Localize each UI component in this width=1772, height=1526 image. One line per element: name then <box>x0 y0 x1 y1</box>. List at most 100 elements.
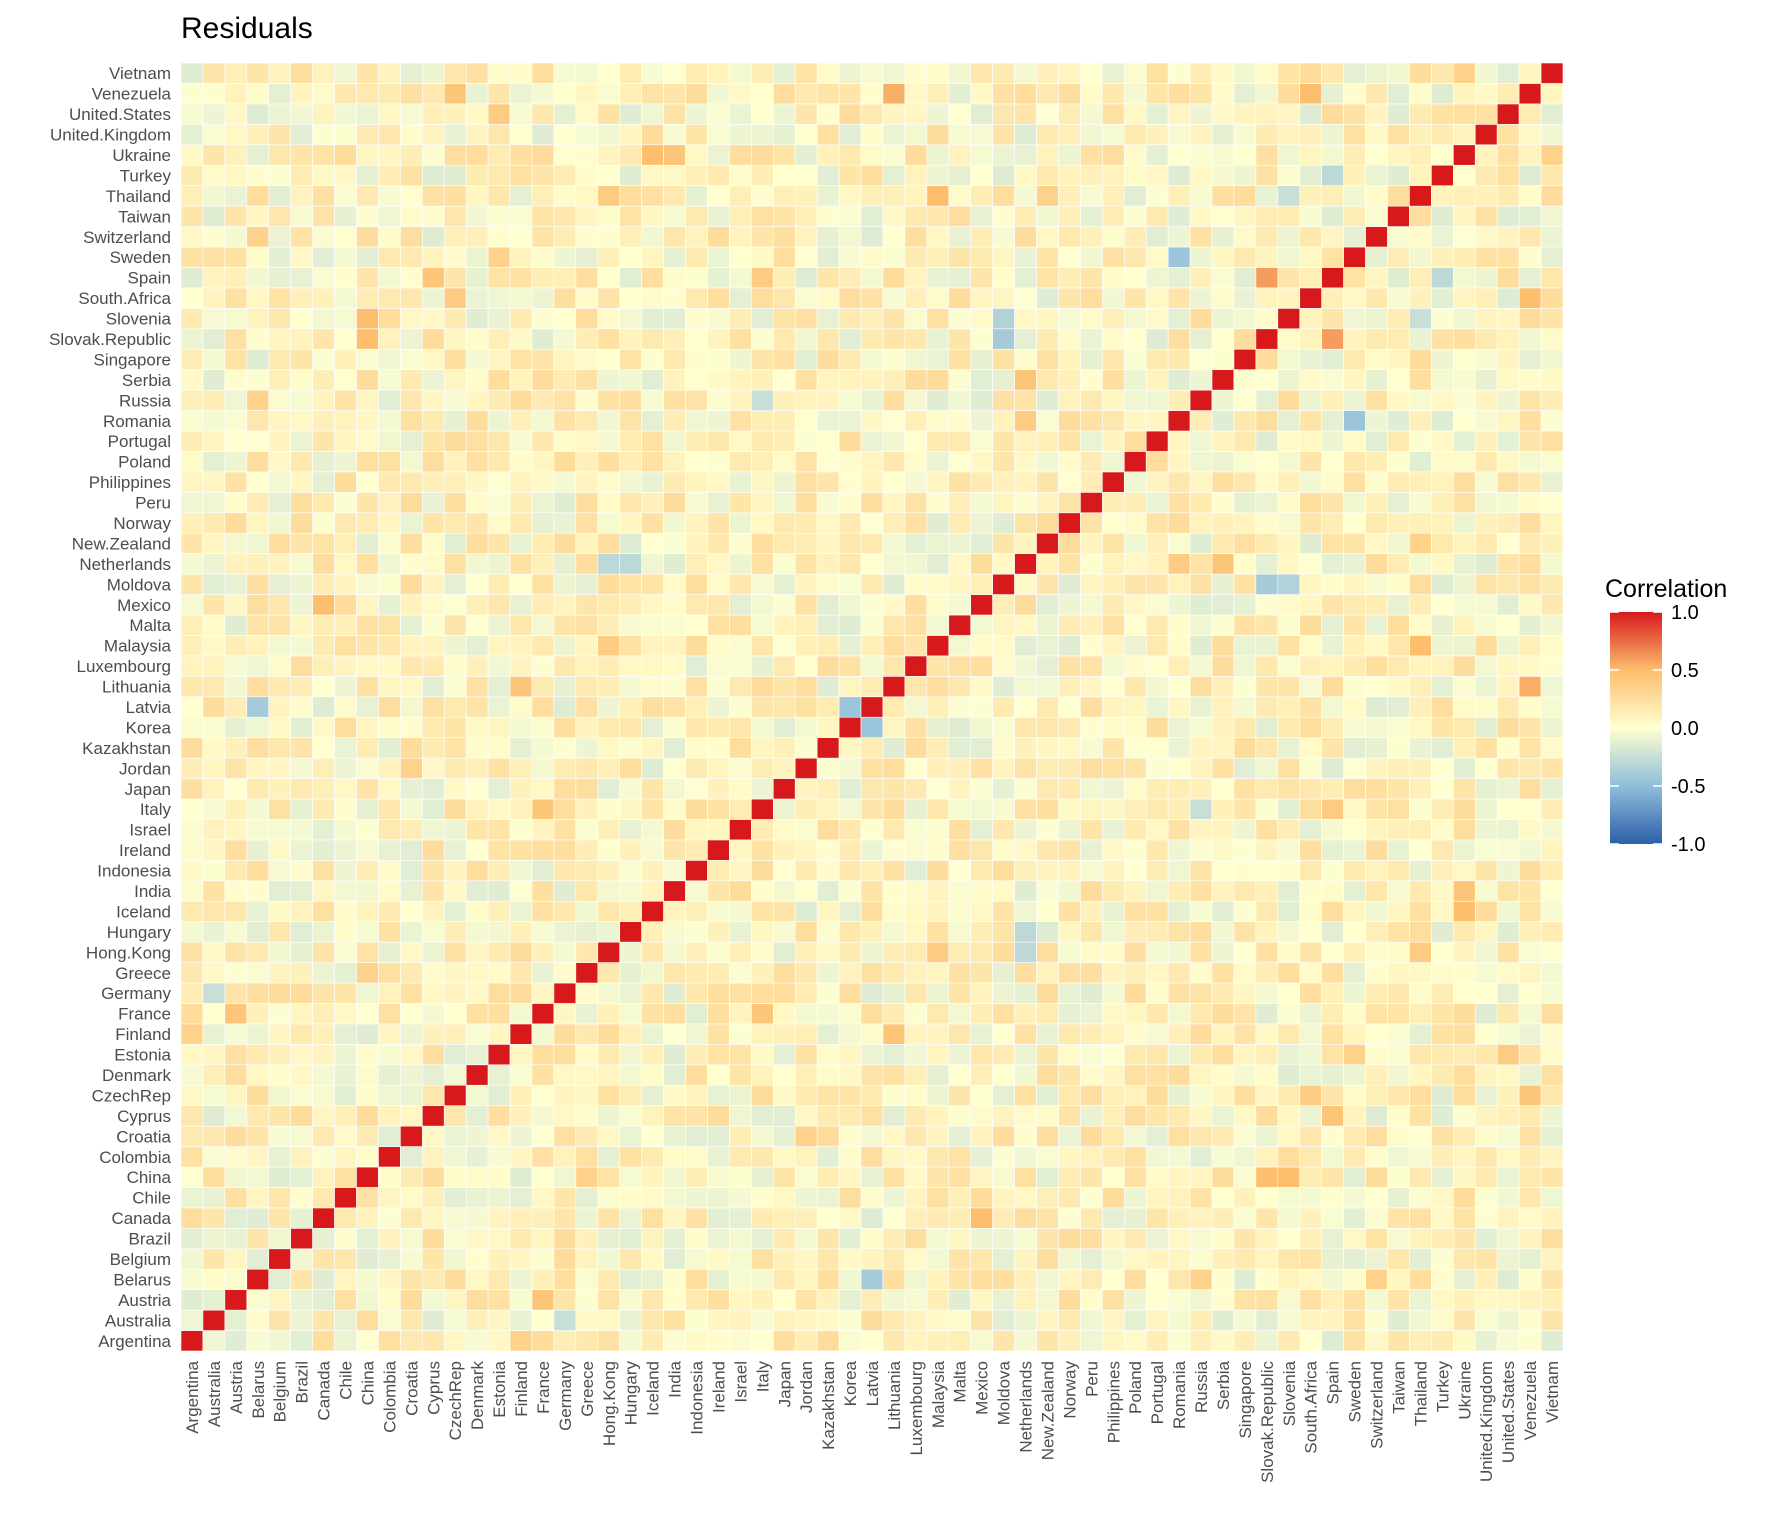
heatmap-cell <box>970 532 993 554</box>
heatmap-cell <box>1299 471 1322 493</box>
heatmap-cell <box>1036 287 1059 309</box>
heatmap-cell <box>487 1268 511 1290</box>
heatmap-cell <box>1496 778 1520 800</box>
heatmap-cell <box>180 860 204 882</box>
heatmap-cell <box>1299 348 1322 370</box>
heatmap-cell <box>685 757 708 779</box>
heatmap-cell <box>312 410 335 432</box>
heatmap-cell <box>1474 451 1498 473</box>
heatmap-cell <box>1518 1084 1542 1106</box>
heatmap-cell <box>729 1268 752 1290</box>
heatmap-cell <box>553 1064 577 1086</box>
heatmap-cell <box>1343 185 1366 207</box>
heatmap-cell <box>1211 267 1235 289</box>
heatmap-cell <box>1102 716 1125 738</box>
heatmap-cell <box>575 205 599 227</box>
heatmap-cell <box>838 410 862 432</box>
heatmap-cell <box>904 267 928 289</box>
y-tick-label: Netherlands <box>79 555 171 574</box>
heatmap-cell <box>707 798 730 820</box>
heatmap-cell <box>1277 614 1301 636</box>
heatmap-cell <box>992 1330 1015 1352</box>
heatmap-cell <box>1453 226 1476 248</box>
heatmap-cell <box>1233 1187 1257 1209</box>
heatmap-cell <box>1167 185 1191 207</box>
heatmap-cell <box>663 369 686 391</box>
heatmap-cell <box>1145 1105 1169 1127</box>
heatmap-cell <box>1277 83 1301 105</box>
heatmap-cell <box>400 573 423 595</box>
heatmap-cell <box>224 267 248 289</box>
heatmap-cell <box>641 1330 664 1352</box>
heatmap-cell <box>575 185 599 207</box>
heatmap-cell <box>334 287 357 309</box>
heatmap-cell <box>1014 737 1037 759</box>
heatmap-cell <box>224 553 248 575</box>
heatmap-cell <box>487 471 511 493</box>
heatmap-cell <box>729 1289 752 1311</box>
heatmap-cell <box>1189 860 1213 882</box>
heatmap-cell <box>531 389 555 411</box>
heatmap-cell <box>641 1064 664 1086</box>
heatmap-cell <box>553 737 577 759</box>
heatmap-cell <box>1474 1166 1498 1188</box>
heatmap-cell <box>904 328 928 350</box>
heatmap-cell <box>1080 389 1103 411</box>
heatmap-cell <box>1167 1125 1191 1147</box>
heatmap-cell <box>1167 1289 1191 1311</box>
heatmap-cell <box>1255 839 1279 861</box>
heatmap-cell <box>926 737 950 759</box>
heatmap-cell <box>268 941 291 963</box>
heatmap-cell <box>926 594 950 616</box>
heatmap-cell <box>1277 267 1301 289</box>
heatmap-cell <box>1123 103 1147 125</box>
heatmap-cell <box>1058 246 1081 268</box>
heatmap-cell <box>707 1084 730 1106</box>
heatmap-cell <box>1255 164 1279 186</box>
heatmap-cell <box>1277 941 1301 963</box>
heatmap-cell <box>1387 737 1410 759</box>
heatmap-cell <box>641 1289 664 1311</box>
heatmap-cell <box>860 716 884 738</box>
heatmap-cell <box>224 819 248 841</box>
heatmap-cell <box>1102 1166 1125 1188</box>
heatmap-cell <box>1321 757 1344 779</box>
heatmap-cell <box>312 839 335 861</box>
heatmap-cell <box>487 553 511 575</box>
heatmap-cell <box>400 267 423 289</box>
heatmap-cell <box>1102 635 1125 657</box>
heatmap-cell <box>1058 962 1081 984</box>
heatmap-cell <box>597 1207 621 1229</box>
heatmap-cell <box>1387 1166 1410 1188</box>
heatmap-cell <box>246 287 270 309</box>
heatmap-cell <box>641 1023 664 1045</box>
heatmap-cell <box>1145 471 1169 493</box>
heatmap-cell <box>487 635 511 657</box>
heatmap-cell <box>487 594 511 616</box>
heatmap-cell <box>838 1146 862 1168</box>
heatmap-cell <box>487 737 511 759</box>
heatmap-cell <box>509 900 533 922</box>
heatmap-cell <box>619 982 642 1004</box>
x-tick-label: United.States <box>1499 1361 1518 1463</box>
heatmap-cell <box>1277 308 1301 330</box>
heatmap-cell <box>465 246 489 268</box>
heatmap-cell <box>1014 308 1037 330</box>
heatmap-cell <box>1409 1105 1432 1127</box>
heatmap-cell <box>948 880 972 902</box>
heatmap-cell <box>772 492 796 514</box>
heatmap-cell <box>1058 1146 1081 1168</box>
heatmap-cell <box>882 267 906 289</box>
heatmap-cell <box>1431 716 1454 738</box>
heatmap-cell <box>290 1187 313 1209</box>
heatmap-cell <box>400 62 423 84</box>
heatmap-cell <box>641 819 664 841</box>
heatmap-cell <box>465 757 489 779</box>
heatmap-cell <box>1189 369 1213 391</box>
heatmap-cell <box>1080 635 1103 657</box>
heatmap-cell <box>992 308 1015 330</box>
heatmap-cell <box>312 880 335 902</box>
heatmap-cell <box>356 1268 379 1290</box>
heatmap-cell <box>751 573 774 595</box>
legend-title: Correlation <box>1605 575 1727 603</box>
